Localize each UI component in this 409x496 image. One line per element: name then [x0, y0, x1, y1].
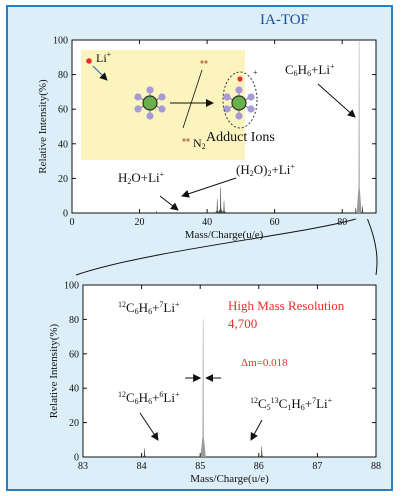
- peak-1-2: [259, 446, 265, 457]
- peak-0-2: [218, 187, 224, 213]
- peak-1-1: [200, 319, 206, 457]
- delta-m-label: Δm=0.018: [241, 357, 288, 369]
- peak-0-4: [353, 207, 359, 213]
- li-approach-arrow: [92, 65, 108, 81]
- annotation-h2o2-li: (H2O)2+Li+: [236, 162, 295, 178]
- n2-dot-icon: [186, 138, 190, 142]
- arrow-c6h6-li: [317, 83, 356, 118]
- x-tick-label: 0: [70, 217, 75, 228]
- annotation-h2o-li: H2O+Li+: [118, 170, 165, 186]
- x-tick-label: 88: [371, 461, 381, 472]
- molecule-arm: [235, 112, 243, 120]
- arrow-c13-peak: [250, 419, 263, 441]
- peak-0-3: [221, 200, 227, 213]
- molecule-arm: [146, 112, 154, 120]
- adduct-molecule-icon: [223, 86, 255, 120]
- x-tick-label: 83: [78, 461, 88, 472]
- y-axis-title: Relative Intensity(%): [37, 79, 49, 174]
- inset-n2-label: N2: [193, 136, 206, 151]
- arrow-h2o-li: [159, 195, 179, 211]
- adduct-li-dot: [237, 76, 243, 82]
- y-tick-label: 80: [69, 315, 79, 326]
- inset-adduct-charge: +: [253, 68, 258, 77]
- molecule-arm: [146, 86, 154, 94]
- molecule-arm: [134, 93, 142, 101]
- x-tick-label: 60: [270, 217, 280, 228]
- x-tick-label: 86: [254, 461, 264, 472]
- x-tick-label: 40: [202, 217, 212, 228]
- resolution-title: High Mass Resolution: [228, 298, 345, 313]
- figure-label: IA-TOF: [260, 12, 309, 28]
- annotation-c6h6-li: C6H6+Li+: [285, 62, 335, 78]
- arrow-h2o2-li: [181, 177, 237, 198]
- y-tick-label: 60: [58, 105, 68, 116]
- li-dot-icon: [86, 58, 92, 64]
- annotation-main-peak: 12C6H6+7Li+: [118, 300, 180, 316]
- zoom-connector-left: [75, 218, 356, 276]
- molecule-center: [231, 95, 247, 111]
- x-tick-label: 85: [195, 461, 205, 472]
- plot-area-1: [82, 284, 377, 458]
- y-tick-label: 0: [74, 453, 79, 464]
- molecule-arm: [235, 86, 243, 94]
- molecule-arm: [223, 93, 231, 101]
- y-tick-label: 0: [63, 209, 68, 220]
- x-tick-label: 87: [312, 461, 322, 472]
- n2-dot-icon: [182, 138, 186, 142]
- x-tick-label: 20: [135, 217, 145, 228]
- annotation-li6-peak: 12C6H6+6Li+: [118, 390, 180, 406]
- zoom-connector-right: [367, 218, 378, 276]
- arrow-li6-peak: [139, 412, 159, 441]
- adduct-ellipse: [222, 71, 258, 129]
- y-tick-label: 60: [69, 349, 79, 360]
- inset-caption: Adduct Ions: [206, 130, 275, 145]
- molecule-arm: [158, 105, 166, 113]
- molecule-arm: [247, 105, 255, 113]
- resolution-value: 4,700: [228, 316, 258, 331]
- n2-dot-icon: [200, 60, 204, 64]
- x-axis-title: Mass/Charge(u/e): [185, 229, 264, 241]
- y-tick-label: 20: [58, 174, 68, 185]
- y-tick-label: 20: [69, 418, 79, 429]
- peak-0-0: [153, 211, 159, 213]
- n2-line: [182, 69, 203, 129]
- molecule-center: [142, 95, 158, 111]
- peak-0-1: [214, 199, 220, 213]
- y-tick-label: 100: [53, 36, 68, 47]
- molecule-arm: [223, 105, 231, 113]
- benzene-molecule-icon: [134, 86, 166, 120]
- annotation-c13-peak: 12C513C1H6+7Li+: [250, 396, 333, 412]
- y-tick-label: 100: [64, 281, 79, 292]
- peak-0-6: [359, 206, 366, 213]
- inset-box: [81, 50, 245, 160]
- peak-1-0: [141, 448, 148, 457]
- inset-li-label: Li+: [96, 50, 112, 65]
- y-tick-label: 40: [58, 139, 68, 150]
- x-axis-title: Mass/Charge(u/e): [190, 473, 269, 485]
- molecule-arm: [134, 105, 142, 113]
- x-tick-label: 84: [137, 461, 147, 472]
- peak-0-5: [356, 40, 362, 213]
- n2-dot-icon: [204, 60, 208, 64]
- y-tick-label: 40: [69, 384, 79, 395]
- y-tick-label: 80: [58, 70, 68, 81]
- molecule-arm: [158, 93, 166, 101]
- y-axis-title: Relative Intensity(%): [48, 323, 60, 418]
- molecule-arm: [247, 93, 255, 101]
